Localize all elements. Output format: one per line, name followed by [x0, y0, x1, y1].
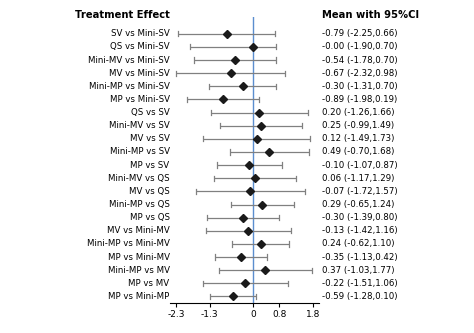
Text: MP vs QS: MP vs QS: [129, 213, 170, 222]
Text: -0.00 (-1.90,0.70): -0.00 (-1.90,0.70): [322, 42, 398, 51]
Text: 0.49 (-0.70,1.68): 0.49 (-0.70,1.68): [322, 148, 395, 157]
Text: -0.10 (-1.07,0.87): -0.10 (-1.07,0.87): [322, 161, 398, 169]
Text: Mini-MP vs Mini-SV: Mini-MP vs Mini-SV: [89, 82, 170, 91]
Text: Mini-MV vs QS: Mini-MV vs QS: [108, 174, 170, 183]
Text: -0.13 (-1.42,1.16): -0.13 (-1.42,1.16): [322, 226, 398, 235]
Text: 0.06 (-1.17,1.29): 0.06 (-1.17,1.29): [322, 174, 395, 183]
Text: MV vs QS: MV vs QS: [129, 187, 170, 196]
Text: -0.54 (-1.78,0.70): -0.54 (-1.78,0.70): [322, 56, 398, 65]
Text: QS vs SV: QS vs SV: [131, 108, 170, 117]
Text: 0.12 (-1.49,1.73): 0.12 (-1.49,1.73): [322, 134, 395, 143]
Text: Treatment Effect: Treatment Effect: [75, 10, 170, 20]
Text: MP vs MV: MP vs MV: [128, 279, 170, 288]
Text: 0.20 (-1.26,1.66): 0.20 (-1.26,1.66): [322, 108, 395, 117]
Text: MV vs Mini-SV: MV vs Mini-SV: [109, 69, 170, 78]
Text: MP vs Mini-MV: MP vs Mini-MV: [108, 252, 170, 261]
Text: MP vs Mini-MP: MP vs Mini-MP: [109, 292, 170, 301]
Text: -0.59 (-1.28,0.10): -0.59 (-1.28,0.10): [322, 292, 398, 301]
Text: -0.30 (-1.31,0.70): -0.30 (-1.31,0.70): [322, 82, 398, 91]
Text: -0.79 (-2.25,0.66): -0.79 (-2.25,0.66): [322, 29, 398, 38]
Text: Mini-MP vs MV: Mini-MP vs MV: [108, 266, 170, 275]
Text: 0.25 (-0.99,1.49): 0.25 (-0.99,1.49): [322, 121, 394, 130]
Text: 0.24 (-0.62,1.10): 0.24 (-0.62,1.10): [322, 239, 395, 248]
Text: 0.37 (-1.03,1.77): 0.37 (-1.03,1.77): [322, 266, 395, 275]
Text: MV vs Mini-MV: MV vs Mini-MV: [107, 226, 170, 235]
Text: 0.29 (-0.65,1.24): 0.29 (-0.65,1.24): [322, 200, 395, 209]
Text: Mini-MV vs SV: Mini-MV vs SV: [109, 121, 170, 130]
Text: -0.89 (-1.98,0.19): -0.89 (-1.98,0.19): [322, 95, 398, 104]
Text: MV vs SV: MV vs SV: [130, 134, 170, 143]
Text: Mini-MP vs QS: Mini-MP vs QS: [109, 200, 170, 209]
Text: SV vs Mini-SV: SV vs Mini-SV: [111, 29, 170, 38]
Text: -0.07 (-1.72,1.57): -0.07 (-1.72,1.57): [322, 187, 398, 196]
Text: MP vs Mini-SV: MP vs Mini-SV: [109, 95, 170, 104]
Text: Mini-MV vs Mini-SV: Mini-MV vs Mini-SV: [88, 56, 170, 65]
Text: Mini-MP vs Mini-MV: Mini-MP vs Mini-MV: [87, 239, 170, 248]
Text: -0.35 (-1.13,0.42): -0.35 (-1.13,0.42): [322, 252, 398, 261]
Text: MP vs SV: MP vs SV: [130, 161, 170, 169]
Text: Mini-MP vs SV: Mini-MP vs SV: [109, 148, 170, 157]
Text: QS vs Mini-SV: QS vs Mini-SV: [110, 42, 170, 51]
Text: -0.30 (-1.39,0.80): -0.30 (-1.39,0.80): [322, 213, 398, 222]
Text: -0.22 (-1.51,1.06): -0.22 (-1.51,1.06): [322, 279, 398, 288]
Text: -0.67 (-2.32,0.98): -0.67 (-2.32,0.98): [322, 69, 398, 78]
Text: Mean with 95%CI: Mean with 95%CI: [322, 10, 419, 20]
